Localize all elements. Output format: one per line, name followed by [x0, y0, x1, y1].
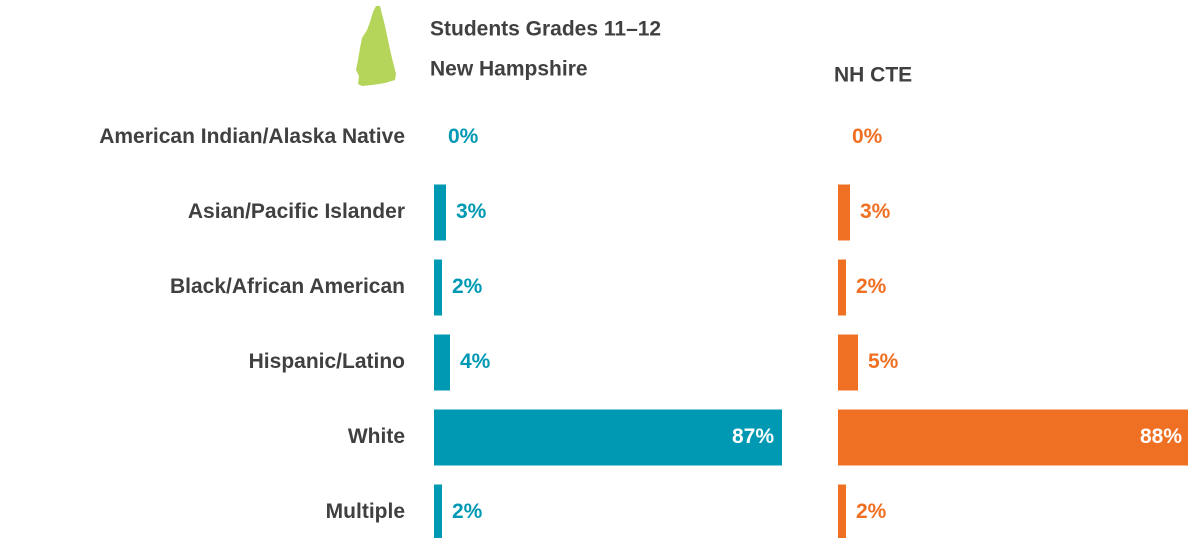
value-label: 5%: [868, 350, 899, 373]
category-label: Black/African American: [170, 275, 405, 298]
value-label: 4%: [460, 350, 491, 373]
value-label: 3%: [456, 200, 487, 223]
value-label: 2%: [452, 275, 483, 298]
value-label: 88%: [1140, 425, 1182, 448]
value-label: 3%: [860, 200, 891, 223]
category-label: Asian/Pacific Islander: [188, 200, 405, 223]
value-label: 0%: [852, 125, 883, 148]
bar: [434, 409, 782, 466]
series-header: NH CTE: [834, 64, 912, 87]
bar: [838, 484, 846, 538]
bar: [838, 259, 846, 316]
bar: [838, 409, 1188, 466]
bar: [838, 334, 858, 391]
value-label: 2%: [856, 500, 887, 523]
bar: [838, 184, 850, 241]
value-label: 2%: [452, 500, 483, 523]
category-label: Hispanic/Latino: [249, 350, 405, 373]
value-label: 2%: [856, 275, 887, 298]
category-label: Multiple: [326, 500, 405, 523]
series-header: New Hampshire: [430, 58, 588, 81]
bar: [434, 259, 442, 316]
bar: [434, 184, 446, 241]
category-label: American Indian/Alaska Native: [99, 125, 405, 148]
chart-title: Students Grades 11–12: [430, 18, 661, 41]
category-label: White: [348, 425, 405, 448]
bar: [434, 484, 442, 538]
value-label: 87%: [732, 425, 774, 448]
bar: [434, 334, 450, 391]
value-label: 0%: [448, 125, 479, 148]
state-icon: [356, 6, 396, 86]
